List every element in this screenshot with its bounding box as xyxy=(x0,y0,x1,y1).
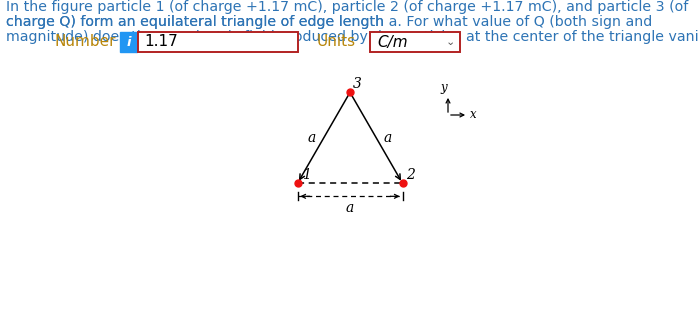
Text: C/m: C/m xyxy=(377,35,408,49)
Text: 1: 1 xyxy=(302,168,311,182)
Text: charge Q) form an equilateral triangle of edge length a. For what value of Q (bo: charge Q) form an equilateral triangle o… xyxy=(6,15,652,29)
Text: i: i xyxy=(126,36,131,48)
Bar xyxy=(370,32,460,52)
Text: charge Q) form an equilateral triangle of edge length: charge Q) form an equilateral triangle o… xyxy=(6,15,389,29)
Text: In the figure particle 1 (of charge +1.17 mC), particle 2 (of charge +1.17 mC), : In the figure particle 1 (of charge +1.1… xyxy=(6,0,688,14)
Text: charge Q) form an equilateral triangle of edge length ⁠: charge Q) form an equilateral triangle o… xyxy=(6,15,389,29)
Text: magnitude) does the net electric field produced by the particles at the center o: magnitude) does the net electric field p… xyxy=(6,30,698,44)
Text: y: y xyxy=(440,81,447,94)
Bar xyxy=(120,32,137,52)
Text: 2: 2 xyxy=(406,168,415,182)
Text: Units: Units xyxy=(317,35,356,49)
Text: a: a xyxy=(346,201,354,215)
Bar xyxy=(138,32,298,52)
Text: a: a xyxy=(383,131,392,145)
Text: 1.17: 1.17 xyxy=(144,35,178,49)
Text: x: x xyxy=(470,109,477,121)
Text: 3: 3 xyxy=(353,78,362,91)
Text: a: a xyxy=(308,131,316,145)
Text: ⌄: ⌄ xyxy=(445,37,454,47)
Text: Number: Number xyxy=(55,35,117,49)
